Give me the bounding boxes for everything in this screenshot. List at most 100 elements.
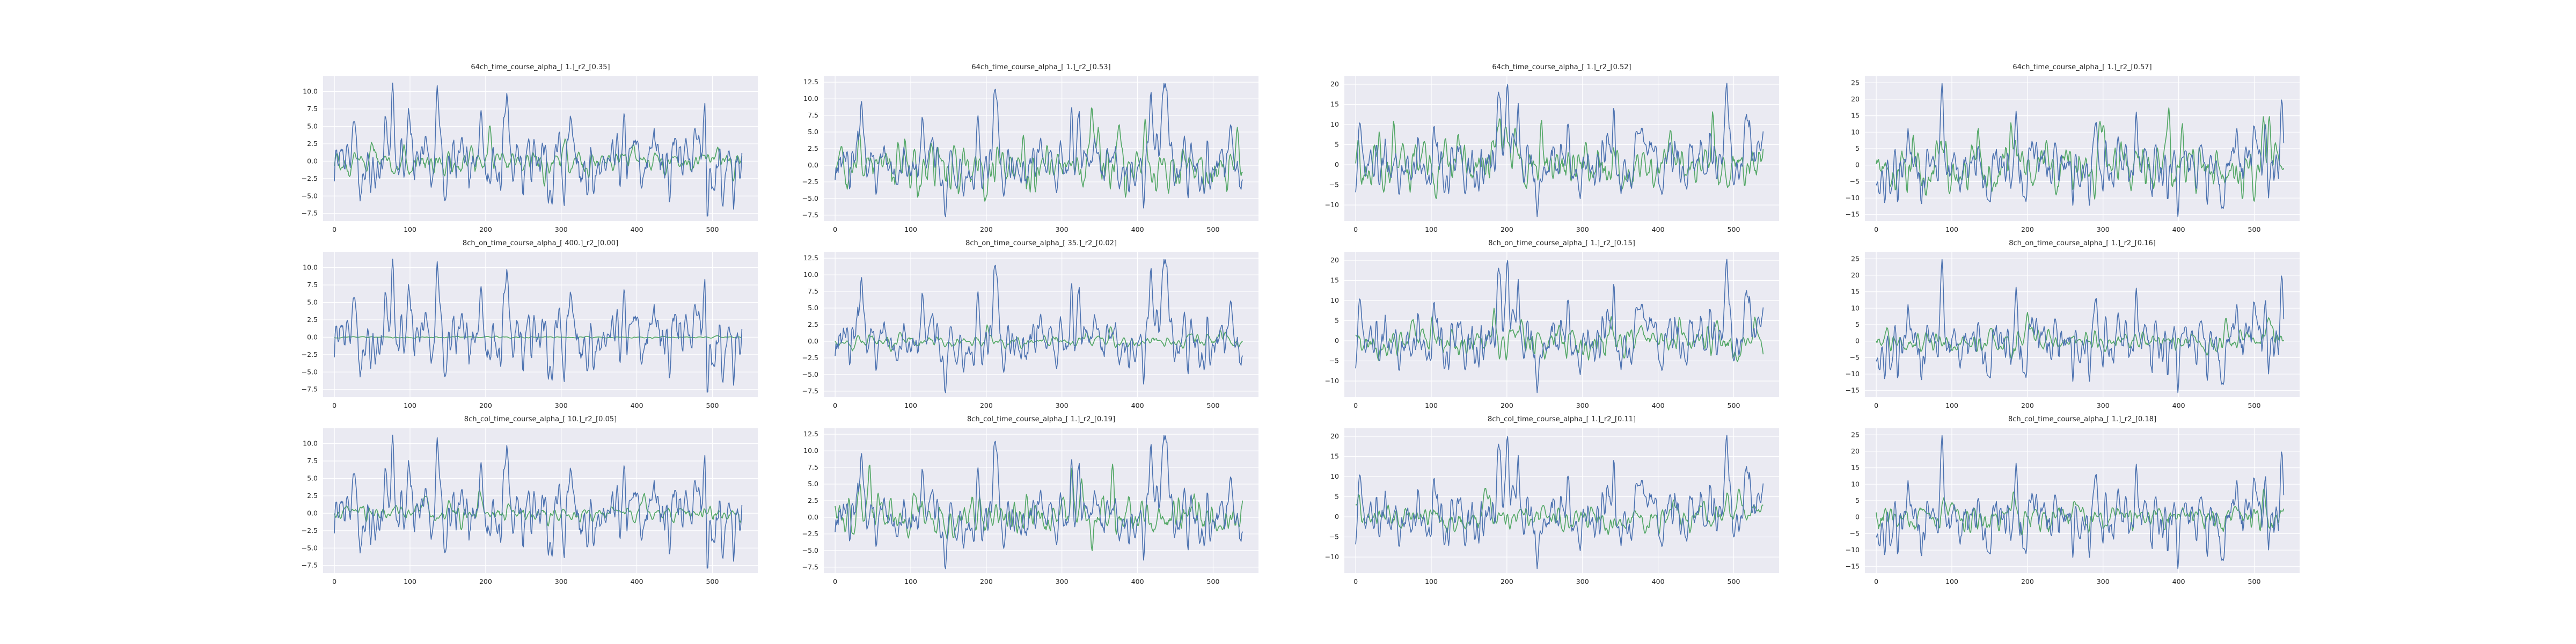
series-line-blue	[334, 82, 743, 217]
y-tick-label: −5	[1329, 357, 1339, 365]
x-tick-label: 500	[1728, 577, 1740, 586]
y-tick-label: 7.5	[808, 463, 818, 471]
series-line-green	[835, 463, 1243, 552]
x-tick-label: 0	[1353, 225, 1358, 233]
chart-panel: 8ch_col_time_course_alpha_[ 1.]_r2_[0.19…	[802, 415, 1258, 586]
chart-svg: 0 100 200 300 400 500 −7.5 −5.0 −2.5 0.0 2.5 5.0 7.5…	[802, 252, 1258, 409]
y-tick-label: 2.5	[307, 316, 318, 324]
y-tick-label: 0	[1855, 337, 1860, 345]
x-tick-label: 0	[1353, 577, 1358, 586]
y-tick-label: 20	[1330, 80, 1339, 88]
y-tick-label: 10.0	[303, 87, 318, 96]
chart-svg: 0 100 200 300 400 500 −7.5 −5.0 −2.5 0.0 2.5 5.0 7.5…	[802, 428, 1258, 586]
y-tick-label: 5.0	[808, 480, 818, 488]
x-tick-label: 0	[332, 225, 336, 233]
x-tick-label: 500	[2248, 577, 2261, 586]
chart-svg: 0 100 200 300 400 500 −7.5 −5.0 −2.5 0.0 2.5 5.0 7.5…	[302, 76, 758, 233]
x-tick-label: 100	[1945, 225, 1958, 233]
chart-panel: 64ch_time_course_alpha_[ 1.]_r2_[0.35] 0 1…	[302, 63, 758, 233]
x-tick-label: 400	[2172, 577, 2185, 586]
y-tick-label: −15	[1846, 386, 1860, 394]
y-tick-label: 0.0	[307, 157, 318, 165]
x-tick-label: 0	[833, 577, 837, 586]
chart-svg: 0 100 200 300 400 500 −7.5 −5.0 −2.5 0.0 2.5 5.0 7.5…	[302, 428, 758, 586]
y-tick-label: 0.0	[808, 513, 818, 521]
x-tick-label: 200	[2021, 225, 2034, 233]
y-tick-label: 5	[1335, 141, 1339, 149]
chart-title: 8ch_col_time_course_alpha_[ 1.]_r2_[0.19…	[967, 415, 1116, 423]
series-line-blue	[1355, 435, 1764, 569]
y-tick-label: −2.5	[302, 350, 318, 358]
y-tick-label: 15	[1851, 464, 1860, 472]
x-tick-label: 500	[1728, 225, 1740, 233]
y-tick-label: 12.5	[803, 430, 818, 438]
x-tick-label: 300	[555, 401, 568, 409]
y-tick-label: 0.0	[808, 337, 818, 345]
chart-title: 64ch_time_course_alpha_[ 1.]_r2_[0.57]	[2012, 63, 2152, 71]
y-tick-label: 15	[1330, 100, 1339, 108]
y-tick-label: 0	[1855, 513, 1860, 521]
chart-title: 8ch_on_time_course_alpha_[ 1.]_r2_[0.15]	[1488, 239, 1635, 247]
y-tick-label: 5	[1855, 144, 1860, 152]
x-tick-label: 0	[1353, 401, 1358, 409]
y-tick-label: 0.0	[307, 333, 318, 341]
series-line-blue	[835, 259, 1243, 393]
x-tick-label: 500	[1207, 401, 1220, 409]
x-tick-label: 0	[1874, 225, 1878, 233]
x-tick-label: 400	[631, 225, 643, 233]
y-tick-label: −7.5	[802, 563, 818, 571]
y-tick-label: 10.0	[803, 94, 818, 103]
chart-panel: 8ch_on_time_course_alpha_[ 35.]_r2_[0.02…	[802, 239, 1258, 409]
x-tick-label: 0	[833, 401, 837, 409]
y-tick-label: 15	[1851, 112, 1860, 120]
x-tick-label: 200	[479, 225, 492, 233]
y-tick-label: 5.0	[808, 128, 818, 136]
chart-svg: 0 100 200 300 400 500 −15 −10 −5 0 5 10 15 20 25	[1846, 428, 2300, 586]
series-line-blue	[1355, 83, 1764, 217]
y-tick-label: 12.5	[803, 254, 818, 262]
y-tick-label: −5	[1329, 181, 1339, 189]
y-tick-label: 25	[1851, 430, 1860, 438]
x-tick-label: 300	[2097, 577, 2110, 586]
y-tick-label: 10	[1851, 304, 1860, 312]
series-line-blue	[1876, 83, 2285, 217]
y-tick-label: 0.0	[808, 161, 818, 169]
chart-panel: 8ch_col_time_course_alpha_[ 10.]_r2_[0.0…	[302, 415, 758, 586]
x-tick-label: 100	[904, 225, 917, 233]
y-tick-label: 2.5	[307, 140, 318, 148]
y-tick-label: 10.0	[803, 270, 818, 279]
y-tick-label: 15	[1330, 276, 1339, 284]
x-tick-label: 100	[404, 401, 416, 409]
y-tick-label: −5.0	[302, 192, 318, 200]
y-tick-label: 2.5	[808, 320, 818, 328]
x-tick-label: 200	[479, 577, 492, 586]
chart-title: 8ch_on_time_course_alpha_[ 400.]_r2_[0.0…	[462, 239, 619, 247]
x-tick-label: 300	[1056, 225, 1069, 233]
y-tick-label: 10	[1330, 472, 1339, 480]
y-tick-label: 20	[1330, 432, 1339, 440]
y-tick-label: −10	[1325, 201, 1339, 209]
y-tick-label: −7.5	[302, 209, 318, 217]
x-tick-label: 200	[980, 225, 993, 233]
y-tick-label: −5	[1850, 529, 1860, 537]
y-tick-label: 0	[1335, 336, 1339, 345]
y-tick-label: −10	[1846, 546, 1860, 554]
x-tick-label: 100	[1425, 225, 1438, 233]
chart-svg: 0 100 200 300 400 500 −15 −10 −5 0 5 10 15 20 25	[1846, 76, 2300, 233]
x-tick-label: 100	[904, 577, 917, 586]
series-line-green	[1355, 308, 1764, 362]
plot-background	[323, 428, 758, 573]
y-tick-label: 0	[1335, 513, 1339, 521]
y-tick-label: −5.0	[302, 544, 318, 552]
y-tick-label: 2.5	[808, 144, 818, 152]
x-tick-label: 500	[2248, 401, 2261, 409]
x-tick-label: 0	[1874, 577, 1878, 586]
x-tick-label: 300	[1576, 225, 1589, 233]
y-tick-label: −2.5	[302, 174, 318, 182]
y-tick-label: 0.0	[307, 509, 318, 517]
y-tick-label: −7.5	[802, 211, 818, 219]
y-tick-label: 2.5	[808, 496, 818, 504]
x-tick-label: 500	[2248, 225, 2261, 233]
series-line-green	[835, 107, 1243, 202]
plot-background	[323, 76, 758, 221]
